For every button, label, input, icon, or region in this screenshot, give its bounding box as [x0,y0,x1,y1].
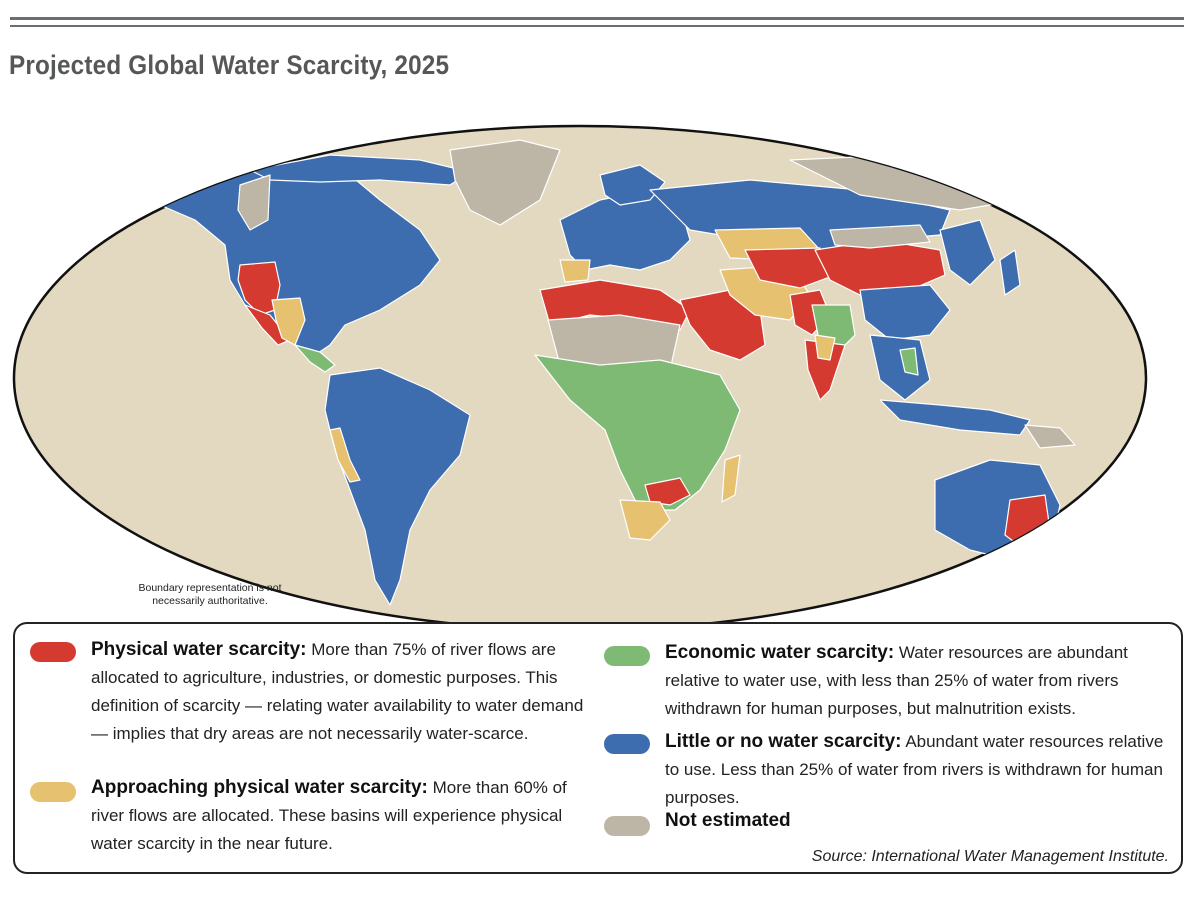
region-new-guinea-grey [1024,424,1076,449]
region-peru-coast [329,427,361,483]
region-alaska-grey [237,174,271,231]
legend-swatch-physical [30,642,76,662]
legend-desc-approaching: More than 60% of river flows are allocat… [91,778,567,853]
legend-desc-economic: Water resources are abundant relative to… [665,643,1128,718]
legend-item-approaching: Approaching physical water scarcity: Mor… [91,774,591,858]
legend-item-physical: Physical water scarcity: More than 75% o… [91,636,591,748]
region-iberia [559,259,591,283]
world-map [0,110,1200,630]
region-new-zealand [1084,534,1111,571]
region-indonesia [879,399,1031,436]
region-southern-africa-red [644,477,691,506]
region-mongolia-grey [829,224,931,249]
region-us-southwest [237,261,281,316]
region-central-asia-red [744,247,836,289]
region-india-yellow [814,334,836,361]
map-disclaimer: Boundary representation is not necessari… [138,582,282,607]
region-southern-africa-yellow [619,499,671,541]
region-scandinavia [599,164,666,206]
region-greenland [449,139,561,226]
legend-item-not-estimated: Not estimated [665,807,1165,835]
legend-swatch-approaching [30,782,76,802]
world-map-svg [12,124,1148,630]
region-japan [999,249,1021,296]
map-title: Projected Global Water Scarcity, 2025 [9,50,450,80]
region-east-asia [939,219,996,286]
legend: Physical water scarcity: More than 75% o… [13,622,1183,874]
legend-swatch-not-estimated [604,816,650,836]
header-rule-thick [10,17,1184,20]
region-canada-north [249,154,471,186]
region-subsaharan-africa [534,354,741,511]
region-mexico-red [244,304,291,346]
region-china-south [859,284,951,341]
legend-swatch-economic [604,646,650,666]
legend-term-approaching: Approaching physical water scarcity: [91,777,428,798]
legend-swatch-little [604,734,650,754]
legend-term-not-estimated: Not estimated [665,810,791,831]
legend-item-little: Little or no water scarcity: Abundant wa… [665,728,1165,812]
region-vietnam-green [899,347,919,376]
region-madagascar [721,454,741,503]
legend-desc-physical: More than 75% of river flows are allocat… [91,640,584,743]
region-central-america [294,344,336,373]
legend-term-physical: Physical water scarcity: [91,639,307,660]
header-rule-thin [10,25,1184,27]
legend-item-economic: Economic water scarcity: Water resources… [665,639,1165,723]
legend-term-economic: Economic water scarcity: [665,642,895,663]
legend-term-little: Little or no water scarcity: [665,731,902,752]
region-india-south [804,339,846,401]
source-credit: Source: International Water Management I… [811,848,1169,865]
legend-desc-little: Abundant water resources relative to use… [665,732,1164,807]
